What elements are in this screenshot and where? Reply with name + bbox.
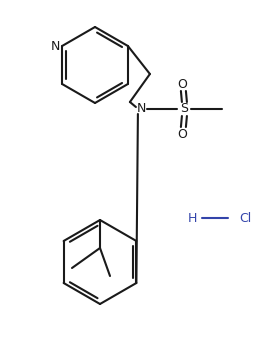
Text: S: S (180, 102, 188, 115)
Text: O: O (177, 127, 187, 140)
Text: H: H (187, 212, 197, 225)
Text: O: O (177, 77, 187, 90)
Text: N: N (51, 39, 60, 52)
Text: Cl: Cl (239, 212, 251, 225)
Text: N: N (137, 102, 147, 115)
